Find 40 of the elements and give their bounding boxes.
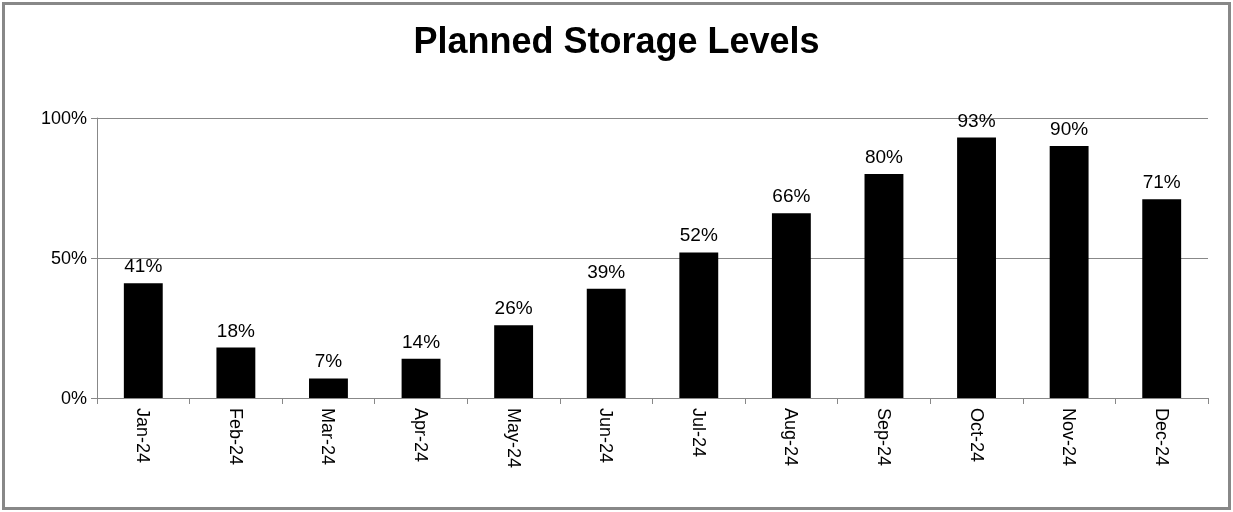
x-tick-label: Jul-24 xyxy=(688,408,709,458)
bar xyxy=(957,137,996,398)
data-label: 7% xyxy=(314,350,343,372)
data-label: 41% xyxy=(124,255,163,277)
x-tick-label: Mar-24 xyxy=(318,408,339,466)
x-tick-label: Aug-24 xyxy=(781,408,802,467)
bar xyxy=(123,283,163,398)
y-tick-label: 100% xyxy=(40,108,87,128)
bar xyxy=(1049,146,1089,398)
data-label: 52% xyxy=(679,224,718,246)
x-tick-label: Dec-24 xyxy=(1151,408,1172,467)
bar xyxy=(864,174,904,398)
data-label: 39% xyxy=(587,260,626,282)
x-tick-label: Feb-24 xyxy=(225,408,246,466)
data-label: 93% xyxy=(957,109,996,131)
x-tick-label: Nov-24 xyxy=(1059,408,1080,467)
bar xyxy=(679,252,719,398)
x-tick-label: Jun-24 xyxy=(596,408,617,464)
y-tick-label: 50% xyxy=(50,248,87,268)
data-label: 26% xyxy=(494,297,533,319)
bar xyxy=(771,213,811,398)
data-label: 90% xyxy=(1050,118,1089,139)
data-label: 71% xyxy=(1142,171,1181,193)
data-label: 80% xyxy=(864,146,904,167)
bar xyxy=(309,378,348,398)
x-tick-label: Apr-24 xyxy=(411,408,432,463)
bar xyxy=(1142,199,1182,398)
data-label: 18% xyxy=(216,319,255,341)
bar xyxy=(216,347,256,398)
chart-title: Planned Storage Levels xyxy=(413,19,820,61)
x-tick-label: May-24 xyxy=(503,408,524,469)
y-tick-label: 0% xyxy=(60,388,87,408)
bar xyxy=(494,325,534,398)
data-label: 66% xyxy=(772,185,811,207)
bar xyxy=(586,288,626,398)
x-tick-label: Jan-24 xyxy=(133,408,154,464)
bar xyxy=(401,358,441,398)
x-tick-label: Oct-24 xyxy=(966,408,987,463)
data-label: 14% xyxy=(402,330,441,352)
x-tick-label: Sep-24 xyxy=(873,408,894,467)
